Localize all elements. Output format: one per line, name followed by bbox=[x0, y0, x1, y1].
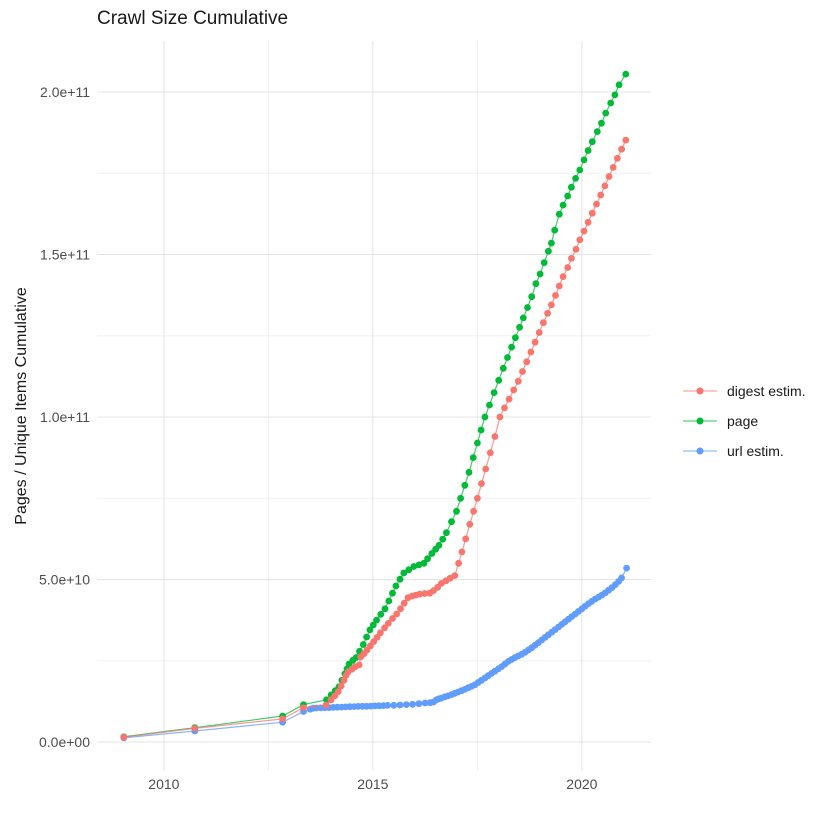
y-tick-label: 2.0e+11 bbox=[40, 84, 90, 100]
y-axis-tick-labels: 0.0e+00 5.0e+10 1.0e+11 1.5e+11 2.0e+11 bbox=[39, 84, 90, 750]
legend-key-icon bbox=[683, 447, 717, 455]
y-tick-label: 0.0e+00 bbox=[39, 734, 90, 750]
y-tick-label: 5.0e+10 bbox=[39, 572, 90, 588]
legend-key-icon bbox=[683, 417, 717, 425]
legend: digest estim. page url estim. bbox=[680, 376, 806, 466]
legend-label: page bbox=[727, 413, 759, 429]
series-points-page bbox=[120, 70, 630, 741]
legend-label: digest estim. bbox=[727, 383, 806, 399]
y-tick-label: 1.5e+11 bbox=[40, 246, 90, 262]
grid-major bbox=[97, 41, 651, 771]
x-tick-label: 2015 bbox=[357, 776, 388, 792]
series-page bbox=[120, 70, 630, 741]
legend-item-digest-estim: digest estim. bbox=[680, 376, 806, 406]
y-axis-title: Pages / Unique Items Cumulative bbox=[13, 287, 30, 525]
series-points-digest-estim bbox=[120, 136, 630, 741]
legend-item-url-estim: url estim. bbox=[680, 436, 806, 466]
y-tick-label: 1.0e+11 bbox=[40, 409, 90, 425]
x-axis-tick-labels: 2010 2015 2020 bbox=[148, 776, 597, 792]
legend-key-icon bbox=[683, 387, 717, 395]
series-url-estim bbox=[120, 564, 630, 742]
series-line-url-estim bbox=[123, 567, 628, 739]
legend-label: url estim. bbox=[727, 443, 784, 459]
x-tick-label: 2010 bbox=[148, 776, 179, 792]
series-points-url-estim bbox=[120, 564, 630, 742]
series-line-digest-estim bbox=[123, 139, 627, 738]
chart-title: Crawl Size Cumulative bbox=[97, 8, 289, 29]
series-digest-estim bbox=[120, 136, 630, 741]
grid-minor bbox=[97, 41, 651, 771]
x-tick-label: 2020 bbox=[566, 776, 597, 792]
legend-item-page: page bbox=[680, 406, 806, 436]
